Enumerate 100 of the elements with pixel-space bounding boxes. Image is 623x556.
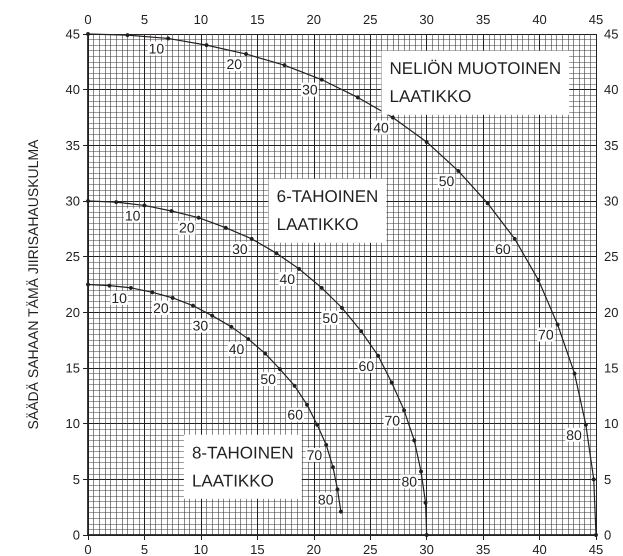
point [335, 487, 340, 492]
point [320, 286, 324, 290]
point [128, 286, 133, 290]
annotation: 40 [228, 341, 245, 358]
point [376, 354, 380, 358]
point [390, 116, 395, 120]
annotation: 10 [148, 40, 164, 56]
point [246, 337, 250, 342]
point [456, 168, 460, 173]
point [320, 78, 324, 82]
annotation: 10 [111, 290, 128, 306]
y-tick-label: 25 [66, 249, 80, 264]
x2-tick-label: 25 [362, 12, 378, 27]
x2-tick-label: 10 [194, 12, 208, 27]
x-tick-label: 40 [532, 542, 547, 556]
point [340, 306, 344, 310]
point [412, 438, 416, 442]
y2-tick-label: 35 [604, 138, 618, 153]
y-tick-label: 0 [72, 528, 80, 542]
point [338, 510, 343, 514]
annotation: 20 [179, 220, 195, 236]
point [512, 236, 517, 241]
point [594, 533, 598, 537]
annotation: 20 [226, 56, 242, 72]
y-tick-label: 40 [66, 82, 80, 98]
point [244, 52, 248, 56]
annotation: 70 [306, 446, 322, 463]
x-tick-label: 5 [140, 542, 148, 556]
point [126, 33, 130, 38]
y2-tick-label: 40 [604, 82, 618, 98]
x2-tick-label: 30 [419, 12, 434, 27]
x-tick-label: 25 [362, 542, 378, 556]
y-tick-label: 35 [66, 138, 80, 153]
annotation: 10 [124, 207, 141, 224]
x2-tick-label: 0 [84, 12, 92, 27]
annotation: 50 [322, 310, 338, 326]
x-tick-label: 10 [194, 542, 208, 556]
y-tick-label: 10 [66, 416, 80, 432]
point [536, 278, 540, 282]
x2-tick-label: 40 [532, 12, 547, 27]
x-tick-label: 30 [419, 542, 434, 556]
y-axis-title: SÄÄDÄ SAHAAN TÄMÄ JIIRISAHAUSKULMA [25, 138, 41, 430]
point [424, 140, 429, 144]
y2-tick-label: 45 [604, 26, 618, 42]
y2-tick-label: 10 [604, 416, 618, 432]
series-label: 8-TAHOINEN LAATIKKO [192, 443, 294, 490]
point [282, 63, 286, 68]
x2-tick-label: 15 [250, 12, 265, 27]
point [419, 470, 424, 474]
point [356, 95, 360, 100]
point [190, 304, 195, 308]
point [274, 251, 279, 256]
annotation: 20 [153, 300, 169, 316]
point [166, 36, 170, 40]
point [86, 32, 90, 36]
x2-tick-label: 5 [140, 12, 148, 27]
y2-tick-label: 25 [604, 249, 618, 264]
y-tick-label: 15 [66, 360, 80, 376]
point [330, 465, 335, 470]
annotation: 30 [302, 82, 318, 98]
point [292, 384, 297, 388]
point [107, 284, 112, 288]
annotation: 30 [232, 240, 248, 257]
point [229, 324, 234, 329]
annotation: 50 [260, 371, 276, 388]
point [315, 422, 320, 427]
point [324, 442, 328, 447]
point [170, 209, 174, 214]
y-tick-label: 30 [66, 194, 80, 208]
annotation: 80 [566, 426, 582, 443]
point [424, 500, 428, 505]
annotation: 60 [358, 358, 374, 374]
point [150, 290, 154, 294]
point [196, 216, 201, 220]
x-tick-label: 45 [588, 542, 604, 556]
annotation: 30 [192, 318, 208, 334]
y-tick-label: 5 [72, 472, 80, 487]
point [278, 367, 282, 372]
point [305, 402, 310, 407]
y-tick-label: 20 [66, 304, 80, 320]
point [556, 322, 560, 327]
point [142, 203, 146, 208]
annotation: 70 [384, 412, 400, 428]
x2-tick-label: 20 [306, 12, 322, 27]
y2-tick-label: 30 [604, 194, 618, 208]
annotation: 80 [318, 491, 334, 508]
y2-tick-label: 15 [604, 360, 618, 376]
point [572, 372, 577, 376]
point [584, 422, 588, 427]
y2-tick-label: 20 [604, 304, 618, 320]
x2-tick-label: 35 [476, 12, 490, 27]
x-tick-label: 35 [476, 542, 490, 556]
annotation: 80 [401, 474, 418, 490]
point [204, 43, 209, 48]
annotation: 50 [438, 172, 454, 189]
point [210, 314, 214, 318]
point [592, 477, 596, 482]
y-tick-label: 45 [66, 26, 80, 42]
y2-tick-label: 0 [604, 528, 612, 542]
series-label: 6-TAHOINEN LAATIKKO [276, 187, 378, 234]
